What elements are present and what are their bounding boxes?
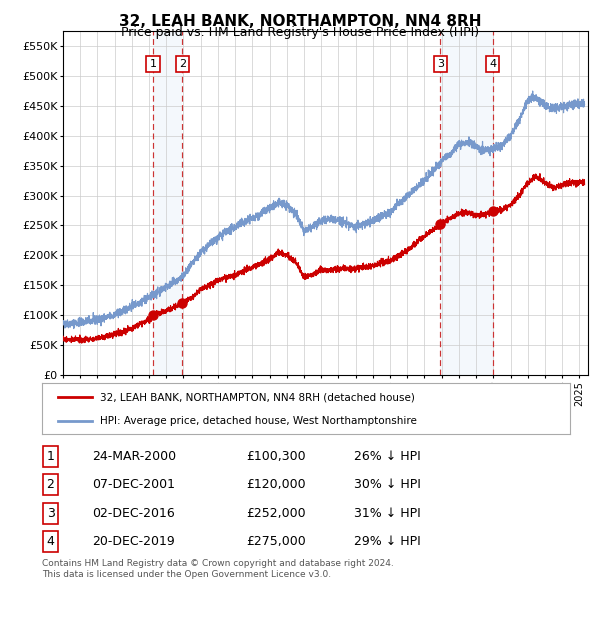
Text: HPI: Average price, detached house, West Northamptonshire: HPI: Average price, detached house, West…: [100, 416, 417, 427]
Text: Contains HM Land Registry data © Crown copyright and database right 2024.
This d: Contains HM Land Registry data © Crown c…: [42, 559, 394, 578]
Text: 2: 2: [179, 59, 186, 69]
Text: 3: 3: [437, 59, 444, 69]
Text: 29% ↓ HPI: 29% ↓ HPI: [354, 534, 421, 547]
Bar: [153, 31, 182, 375]
Text: 02-DEC-2016: 02-DEC-2016: [92, 507, 175, 520]
Text: 24-MAR-2000: 24-MAR-2000: [92, 450, 176, 463]
Text: £275,000: £275,000: [246, 534, 306, 547]
Text: 1: 1: [149, 59, 157, 69]
Text: 07-DEC-2001: 07-DEC-2001: [92, 479, 175, 492]
Text: 26% ↓ HPI: 26% ↓ HPI: [354, 450, 421, 463]
Text: £120,000: £120,000: [246, 479, 305, 492]
Text: 1: 1: [47, 450, 55, 463]
Bar: [440, 31, 493, 375]
Text: 30% ↓ HPI: 30% ↓ HPI: [354, 479, 421, 492]
Text: 3: 3: [47, 507, 55, 520]
Text: 31% ↓ HPI: 31% ↓ HPI: [354, 507, 421, 520]
Text: £100,300: £100,300: [246, 450, 305, 463]
Text: £252,000: £252,000: [246, 507, 305, 520]
Text: 4: 4: [489, 59, 496, 69]
Text: 4: 4: [47, 534, 55, 547]
Text: 20-DEC-2019: 20-DEC-2019: [92, 534, 175, 547]
Text: 2: 2: [47, 479, 55, 492]
Text: Price paid vs. HM Land Registry's House Price Index (HPI): Price paid vs. HM Land Registry's House …: [121, 26, 479, 39]
Text: 32, LEAH BANK, NORTHAMPTON, NN4 8RH (detached house): 32, LEAH BANK, NORTHAMPTON, NN4 8RH (det…: [100, 392, 415, 402]
Text: 32, LEAH BANK, NORTHAMPTON, NN4 8RH: 32, LEAH BANK, NORTHAMPTON, NN4 8RH: [119, 14, 481, 29]
